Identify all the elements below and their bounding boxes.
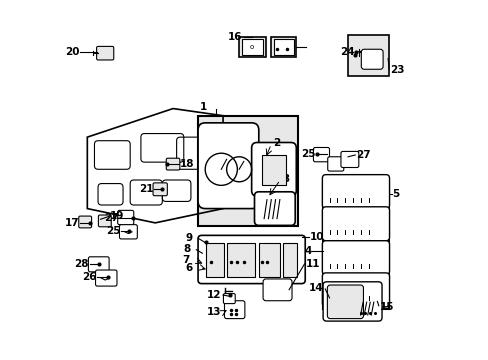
FancyBboxPatch shape — [322, 273, 389, 307]
FancyBboxPatch shape — [119, 225, 137, 239]
Text: 26: 26 — [81, 272, 96, 282]
Bar — [273, 39, 293, 55]
FancyBboxPatch shape — [322, 207, 389, 241]
FancyBboxPatch shape — [361, 49, 382, 69]
FancyBboxPatch shape — [263, 279, 291, 301]
Text: 25: 25 — [105, 226, 120, 237]
Text: 10: 10 — [309, 232, 324, 242]
FancyBboxPatch shape — [98, 215, 111, 227]
Text: 7: 7 — [182, 255, 189, 265]
Text: 27: 27 — [356, 150, 370, 160]
Text: 20: 20 — [65, 48, 80, 58]
Text: 23: 23 — [389, 65, 404, 75]
Text: 22: 22 — [281, 42, 295, 52]
FancyBboxPatch shape — [118, 210, 134, 225]
Text: 18: 18 — [180, 159, 194, 169]
Bar — [205, 243, 224, 277]
FancyBboxPatch shape — [166, 158, 180, 170]
Bar — [226, 243, 255, 277]
Text: 1: 1 — [199, 103, 206, 112]
FancyBboxPatch shape — [153, 183, 167, 196]
FancyBboxPatch shape — [327, 157, 343, 171]
Text: 19: 19 — [109, 211, 123, 221]
Text: 4: 4 — [304, 247, 311, 256]
FancyBboxPatch shape — [323, 282, 381, 321]
Bar — [241, 39, 263, 55]
Text: 14: 14 — [308, 283, 323, 293]
FancyBboxPatch shape — [251, 143, 296, 196]
Bar — [261, 155, 285, 185]
Bar — [239, 37, 265, 57]
Bar — [258, 243, 280, 277]
Bar — [283, 243, 297, 277]
FancyBboxPatch shape — [313, 148, 329, 162]
FancyBboxPatch shape — [340, 152, 358, 167]
FancyBboxPatch shape — [322, 175, 389, 208]
Text: 13: 13 — [206, 307, 221, 317]
FancyBboxPatch shape — [95, 270, 117, 286]
Text: 15: 15 — [379, 302, 393, 312]
Text: 21: 21 — [139, 184, 153, 194]
FancyBboxPatch shape — [223, 294, 235, 303]
FancyBboxPatch shape — [198, 235, 305, 284]
Text: 9: 9 — [185, 233, 192, 243]
Text: 28: 28 — [75, 259, 89, 269]
Text: 24: 24 — [339, 47, 354, 57]
Text: 6: 6 — [185, 262, 192, 273]
Bar — [323, 184, 388, 309]
Text: 17: 17 — [65, 218, 80, 228]
Text: 3: 3 — [282, 174, 289, 184]
FancyBboxPatch shape — [326, 285, 363, 319]
FancyBboxPatch shape — [254, 192, 295, 225]
Text: 12: 12 — [206, 290, 221, 300]
FancyBboxPatch shape — [88, 257, 109, 272]
Bar — [347, 35, 388, 76]
Text: 5: 5 — [391, 189, 399, 199]
Text: o: o — [249, 44, 254, 50]
Bar — [271, 37, 296, 57]
FancyBboxPatch shape — [79, 216, 91, 228]
Text: 11: 11 — [305, 259, 320, 269]
Text: 2: 2 — [272, 138, 280, 148]
Text: 27: 27 — [104, 213, 119, 223]
Bar — [198, 116, 298, 226]
FancyBboxPatch shape — [224, 301, 244, 319]
Text: 25: 25 — [300, 149, 315, 159]
Text: 16: 16 — [228, 32, 242, 42]
FancyBboxPatch shape — [322, 241, 389, 275]
FancyBboxPatch shape — [198, 123, 258, 208]
Text: 8: 8 — [183, 244, 190, 254]
FancyBboxPatch shape — [97, 46, 114, 60]
